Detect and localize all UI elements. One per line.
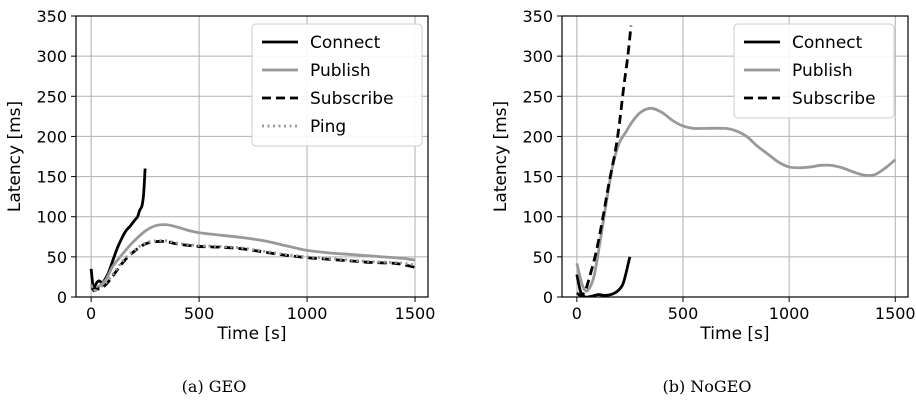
x-tick-label: 1000 <box>287 304 328 323</box>
x-tick-label: 1500 <box>395 304 436 323</box>
y-tick-label: 150 <box>522 168 553 187</box>
caption-geo: (a) GEO <box>182 377 247 396</box>
x-tick-label: 1000 <box>769 304 810 323</box>
plot-frame-geo <box>75 15 429 298</box>
y-axis-label-nogeo: Latency [ms] <box>491 101 511 212</box>
y-tick-label: 200 <box>522 127 553 146</box>
y-tick-label: 300 <box>36 47 67 66</box>
x-tick-label: 500 <box>184 304 215 323</box>
y-tick-label: 300 <box>522 47 553 66</box>
legend-nogeo: Connect Publish Subscribe <box>733 23 895 119</box>
legend-label-publish: Publish <box>792 61 853 81</box>
y-tick-label: 100 <box>522 208 553 227</box>
x-ticks-nogeo: 0 500 1000 1500 <box>572 297 916 323</box>
series-line-ping <box>90 239 416 289</box>
y-ticks-nogeo: 0 50 100 150 200 250 300 350 <box>522 7 562 307</box>
series-line-subscribe <box>576 25 633 297</box>
y-tick-label: 50 <box>47 248 67 267</box>
series-group-geo <box>89 168 416 293</box>
x-tick-label: 0 <box>86 304 96 323</box>
legend-label-subscribe: Subscribe <box>310 89 394 109</box>
y-tick-label: 250 <box>522 87 553 106</box>
x-axis-label-geo: Time [s] <box>216 324 286 344</box>
legend-label-publish: Publish <box>310 61 371 81</box>
legend-label-ping: Ping <box>310 117 346 137</box>
legend-box <box>251 23 423 147</box>
y-tick-label: 350 <box>522 7 553 26</box>
legend-geo: Connect Publish Subscribe Ping <box>251 23 423 147</box>
legend-label-connect: Connect <box>310 33 381 53</box>
x-axis-label-nogeo: Time [s] <box>699 324 769 344</box>
x-tick-label: 500 <box>668 304 699 323</box>
y-tick-label: 250 <box>36 87 67 106</box>
y-ticks-geo: 0 50 100 150 200 250 300 350 <box>36 7 76 307</box>
series-line-publish <box>575 106 897 293</box>
caption-nogeo: (b) NoGEO <box>662 377 751 396</box>
series-group-nogeo <box>575 25 897 297</box>
y-tick-label: 200 <box>36 127 67 146</box>
x-ticks-geo: 0 500 1000 1500 <box>86 297 435 323</box>
y-tick-label: 50 <box>533 248 553 267</box>
y-tick-label: 100 <box>36 208 67 227</box>
panel-geo: 0 500 1000 1500 0 50 100 150 200 250 300 350 Time … <box>5 7 435 396</box>
legend-box <box>733 23 895 119</box>
y-tick-label: 150 <box>36 168 67 187</box>
series-line-connect <box>89 168 147 293</box>
y-tick-label: 350 <box>36 7 67 26</box>
y-tick-label: 0 <box>543 288 553 307</box>
x-tick-label: 0 <box>572 304 582 323</box>
plot-frame-nogeo <box>561 15 909 298</box>
panel-nogeo: 0 500 1000 1500 0 50 100 150 200 250 300 350 Time … <box>491 7 916 396</box>
y-tick-label: 0 <box>57 288 67 307</box>
x-tick-label: 1500 <box>875 304 916 323</box>
y-axis-label-geo: Latency [ms] <box>5 101 25 212</box>
series-line-connect <box>575 256 632 297</box>
legend-label-subscribe: Subscribe <box>792 89 876 109</box>
series-line-publish <box>89 223 416 292</box>
legend-label-connect: Connect <box>792 33 863 53</box>
